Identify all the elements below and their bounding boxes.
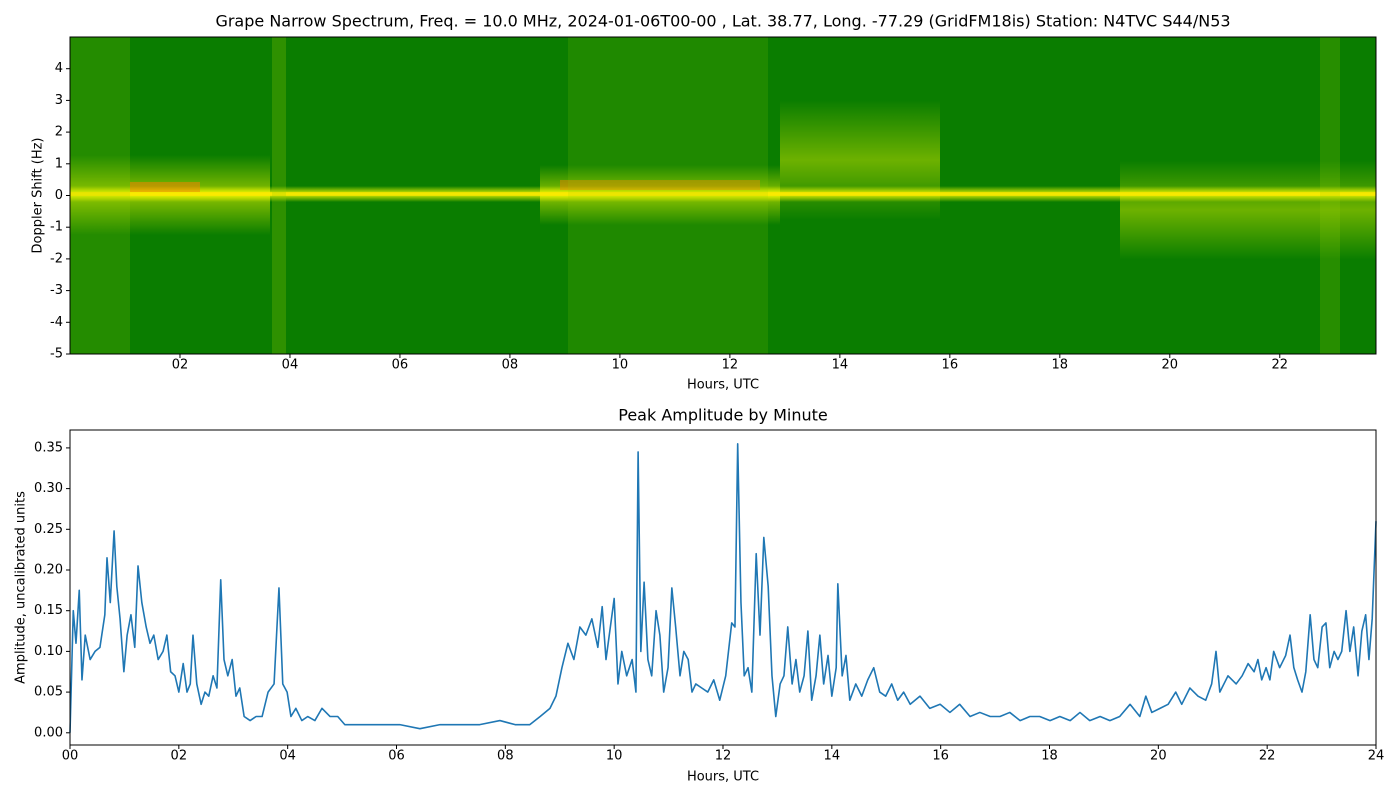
x-tick-label: 20: [1162, 358, 1179, 373]
y-tick-label: 2: [55, 125, 63, 140]
x-tick-label: 06: [392, 358, 409, 373]
y-tick-label: 1: [55, 156, 63, 171]
x-tick-label: 18: [1041, 749, 1058, 764]
plot-frame: [69, 429, 1377, 746]
y-tick-label: 0.10: [34, 644, 63, 659]
y-tick-label: 0.25: [34, 522, 63, 537]
y-tick-label: -2: [50, 251, 63, 266]
x-tick-label: 02: [172, 358, 189, 373]
x-axis-label: Hours, UTC: [687, 378, 759, 393]
y-tick-label: 0.35: [34, 440, 63, 455]
x-tick-label: 16: [942, 358, 959, 373]
plot-frame: [69, 36, 1377, 355]
x-tick-label: 22: [1259, 749, 1276, 764]
x-tick-label: 18: [1052, 358, 1069, 373]
y-tick-label: -4: [50, 315, 63, 330]
chart-title: Grape Narrow Spectrum, Freq. = 10.0 MHz,…: [215, 12, 1230, 31]
y-tick-label: 0.00: [34, 725, 63, 740]
y-axis-label: Doppler Shift (Hz): [31, 138, 46, 254]
x-tick-label: 06: [388, 749, 405, 764]
x-tick-label: 16: [932, 749, 949, 764]
x-axis-label: Hours, UTC: [687, 770, 759, 785]
y-tick-label: 0.20: [34, 563, 63, 578]
x-tick-label: 10: [606, 749, 623, 764]
y-tick-label: 4: [55, 61, 63, 76]
spectrogram-image: [70, 37, 1376, 354]
y-tick-label: 0.15: [34, 603, 63, 618]
y-tick-label: -1: [50, 220, 63, 235]
x-tick-label: 02: [171, 749, 188, 764]
x-tick-label: 20: [1150, 749, 1167, 764]
x-tick-label: 24: [1368, 749, 1385, 764]
y-tick-label: 3: [55, 93, 63, 108]
data-line: [69, 443, 1377, 733]
y-tick-label: 0: [55, 188, 63, 203]
x-tick-label: 08: [502, 358, 519, 373]
y-tick-label: -3: [50, 283, 63, 298]
x-tick-label: 08: [497, 749, 514, 764]
x-tick-label: 12: [722, 358, 739, 373]
x-tick-label: 04: [282, 358, 299, 373]
x-tick-label: 04: [279, 749, 296, 764]
y-tick-label: 0.30: [34, 481, 63, 496]
y-tick-label: -5: [50, 347, 63, 362]
x-tick-label: 10: [612, 358, 629, 373]
x-tick-label: 12: [715, 749, 732, 764]
x-tick-label: 14: [832, 358, 849, 373]
x-tick-label: 14: [824, 749, 841, 764]
x-tick-label: 00: [62, 749, 79, 764]
chart-title: Peak Amplitude by Minute: [618, 406, 828, 425]
y-tick-label: 0.05: [34, 685, 63, 700]
y-axis-label: Amplitude, uncalibrated units: [14, 491, 29, 684]
x-tick-label: 22: [1271, 358, 1288, 373]
